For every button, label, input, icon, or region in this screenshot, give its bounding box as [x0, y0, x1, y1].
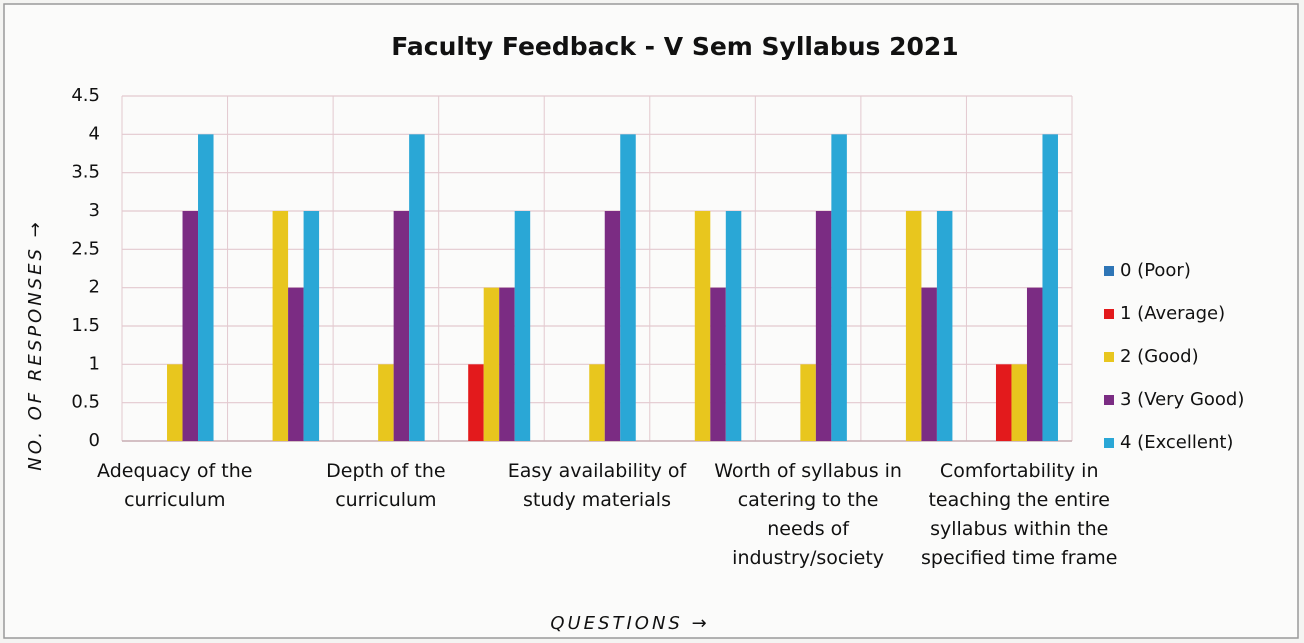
y-tick-label: 1.5	[71, 315, 100, 336]
bar	[483, 287, 500, 441]
y-tick-label: 0	[89, 430, 100, 451]
bar	[1026, 287, 1043, 441]
bar	[198, 134, 214, 442]
bar	[694, 211, 711, 441]
legend-swatch	[1104, 395, 1114, 405]
bar	[499, 287, 515, 441]
bar	[378, 364, 394, 441]
bar	[936, 211, 953, 441]
legend-label: 2 (Good)	[1120, 346, 1199, 367]
bar	[800, 364, 816, 441]
legend-label: 0 (Poor)	[1120, 260, 1191, 281]
legend-label: 4 (Excellent)	[1120, 432, 1233, 453]
bar	[815, 211, 832, 441]
bar	[905, 211, 922, 441]
legend-swatch	[1104, 309, 1114, 319]
x-tick-label: Comfortability in teaching the entire sy…	[920, 460, 1118, 569]
bar	[167, 364, 183, 441]
chart-frame	[3, 3, 1299, 639]
x-tick-label: Adequacy of the curriculum	[97, 460, 253, 511]
bar	[921, 287, 937, 441]
bar	[1042, 134, 1058, 442]
x-tick-label: Depth of the curriculum	[326, 460, 446, 511]
bar	[182, 211, 199, 441]
y-tick-label: 1	[89, 353, 100, 374]
bar	[468, 364, 484, 441]
legend-swatch	[1104, 266, 1114, 276]
bar	[604, 211, 621, 441]
legend-swatch	[1104, 438, 1114, 448]
legend-label: 1 (Average)	[1120, 303, 1225, 324]
bar	[1011, 364, 1027, 441]
legend-swatch	[1104, 352, 1114, 362]
y-tick-label: 0.5	[71, 392, 100, 413]
y-tick-label: 4.5	[71, 85, 100, 106]
y-tick-label: 4	[89, 123, 100, 144]
y-tick-label: 3	[89, 200, 100, 221]
y-tick-label: 2.5	[71, 238, 100, 259]
bar	[303, 211, 320, 441]
bar	[725, 211, 742, 441]
bar	[409, 134, 425, 442]
legend-label: 3 (Very Good)	[1120, 389, 1244, 410]
x-tick-label: Worth of syllabus in catering to the nee…	[714, 460, 902, 569]
bar	[272, 211, 289, 441]
x-axis-label: QUESTIONS →	[550, 613, 709, 634]
y-tick-label: 3.5	[71, 162, 100, 183]
bar	[620, 134, 636, 442]
x-tick-label: Easy availability of study materials	[507, 460, 687, 511]
bar	[514, 211, 531, 441]
bar	[995, 364, 1012, 441]
chart-title: Faculty Feedback - V Sem Syllabus 2021	[391, 32, 958, 61]
y-tick-label: 2	[89, 277, 100, 298]
bar	[288, 287, 304, 441]
bar	[589, 364, 605, 441]
bar	[710, 287, 726, 441]
bar	[831, 134, 847, 442]
bar	[393, 211, 410, 441]
y-axis-label: NO. OF RESPONSES →	[25, 219, 46, 470]
